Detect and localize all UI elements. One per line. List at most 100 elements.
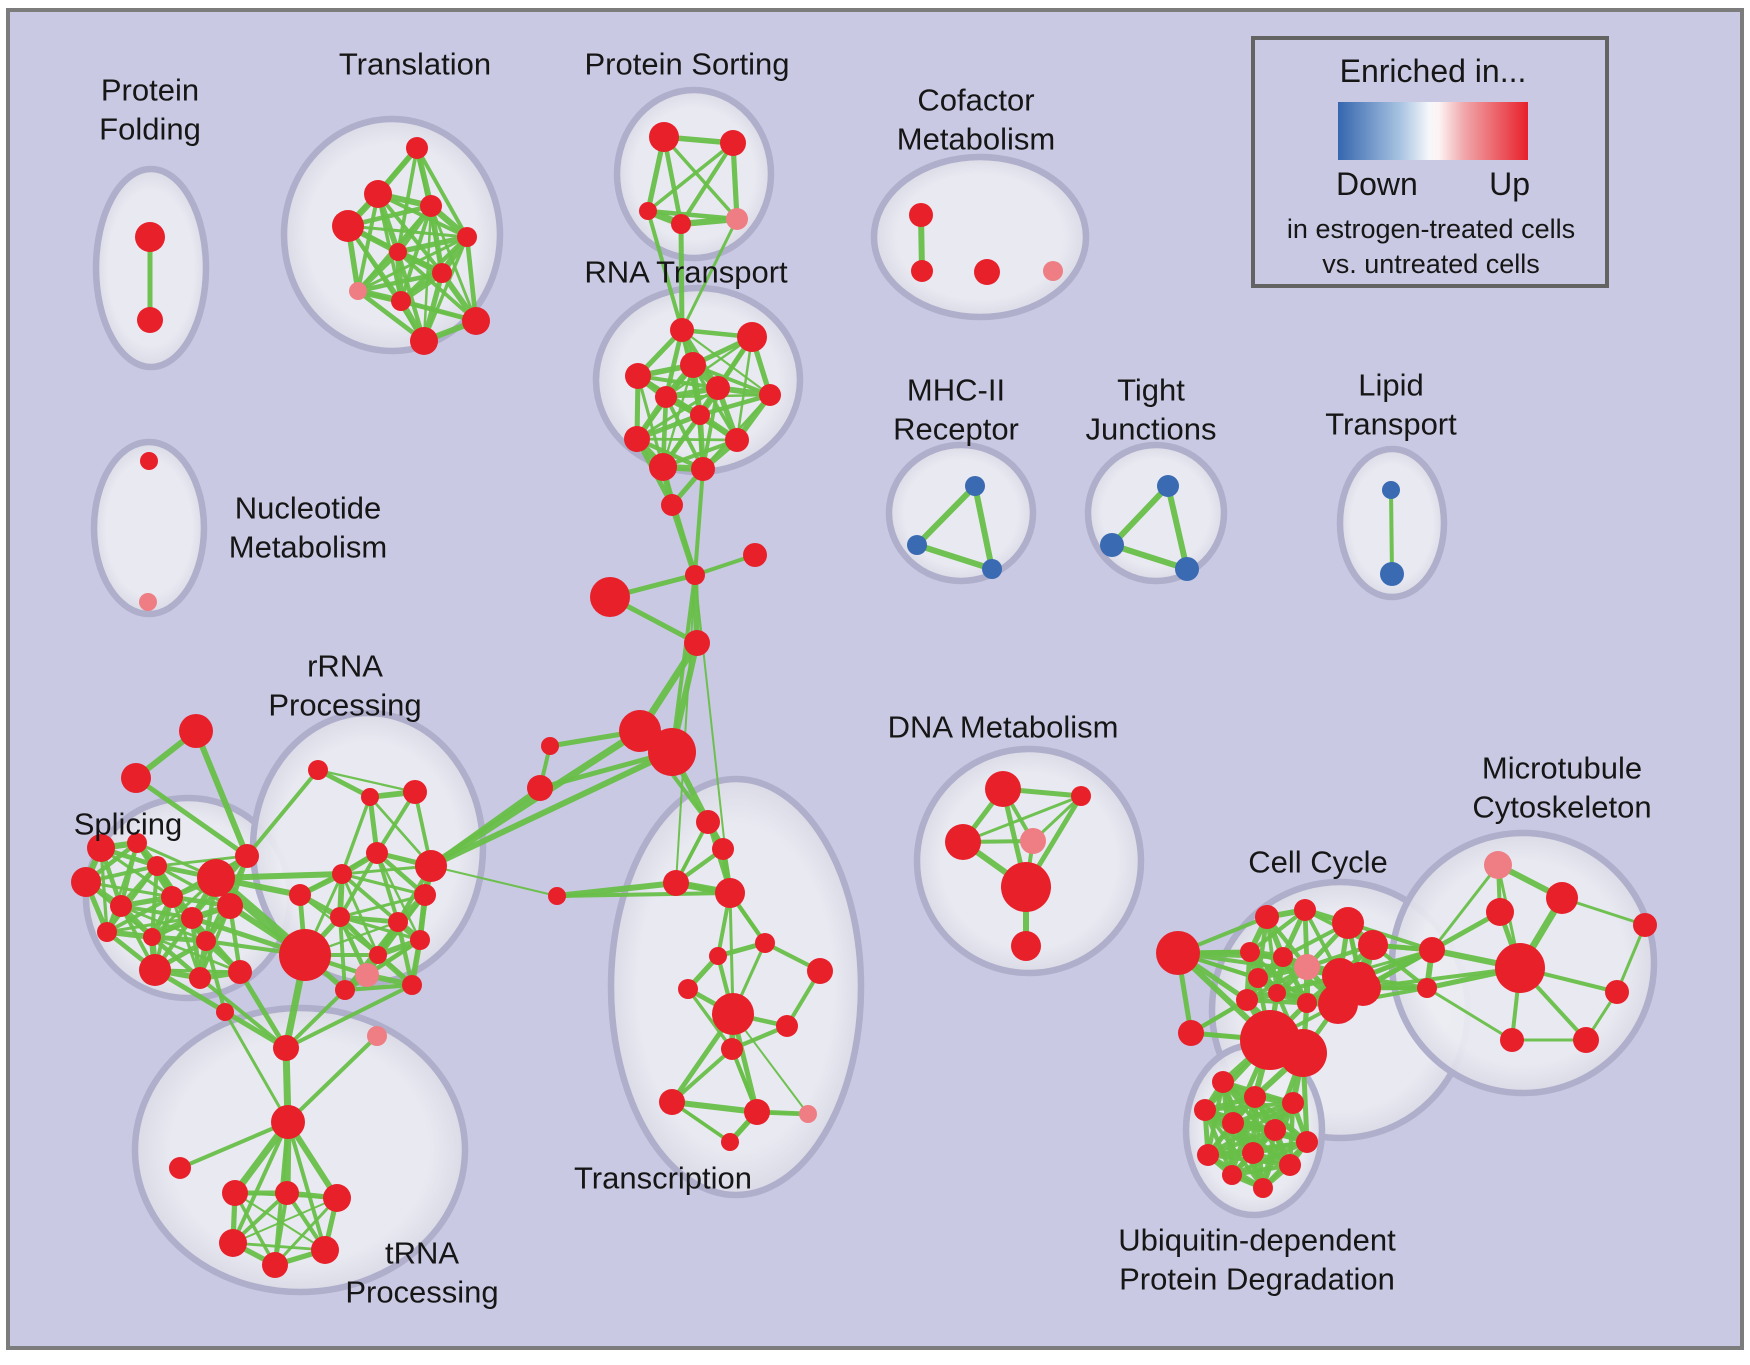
edge-tight_junctions: [1165, 483, 1190, 572]
legend-box: [1251, 36, 1609, 288]
legend-down-label: Down: [1336, 166, 1418, 202]
node-rrna-7: [355, 963, 379, 987]
cluster-label-cofactor: Metabolism: [897, 122, 1056, 157]
node-cell_cycle-5: [1358, 930, 1388, 960]
edge-rna_transport: [635, 437, 739, 442]
node-rrna-13: [289, 884, 311, 906]
edge-link: [693, 467, 705, 577]
node-connectors-11: [216, 1003, 234, 1021]
node-trna-2: [169, 1157, 191, 1179]
node-cell_cycle-19: [1419, 937, 1445, 963]
node-transcription-5: [755, 933, 775, 953]
node-transcription-11: [721, 1038, 743, 1060]
edge-transcription: [670, 1047, 734, 1104]
node-cell_cycle-8: [1294, 954, 1320, 980]
node-splicing-2: [87, 834, 115, 862]
edge-rrna: [340, 872, 380, 957]
edge-link: [678, 221, 685, 333]
cluster-ellipse-trna: [131, 1004, 469, 1296]
edge-rrna: [342, 982, 415, 993]
edge-link: [213, 871, 345, 881]
edge-trna: [231, 1120, 290, 1245]
node-protein_sorting-3: [671, 214, 691, 234]
edge-rna_transport: [661, 363, 695, 469]
edge-link: [245, 768, 320, 858]
cluster-label-rrna: rRNA: [307, 649, 383, 684]
node-ubiquitin-8: [1242, 1142, 1264, 1164]
node-splicing-1: [127, 833, 147, 853]
edge-microtubule: [1615, 923, 1647, 994]
edge-protein_sorting: [646, 141, 735, 213]
cluster-label-microtubule: Microtubule: [1482, 751, 1642, 786]
node-rrna-6: [279, 929, 331, 981]
node-rna_transport-3: [680, 352, 706, 378]
edge-rrna: [395, 919, 415, 988]
node-trna-6: [219, 1229, 247, 1257]
node-trna-4: [275, 1181, 299, 1205]
cluster-label-lipid_transport: Lipid: [1358, 368, 1424, 403]
node-splicing-12: [196, 931, 216, 951]
edge-translation: [464, 234, 479, 324]
node-translation-0: [406, 137, 428, 159]
node-protein_sorting-1: [720, 130, 746, 156]
legend-caption-line1: in estrogen-treated cells: [1287, 214, 1575, 244]
node-lipid_transport-0: [1382, 481, 1400, 499]
node-transcription-6: [709, 947, 727, 965]
edge-trna: [286, 1120, 327, 1252]
node-dna_metabolism-4: [1001, 862, 1051, 912]
edge-rna_transport: [701, 386, 720, 471]
node-connectors-2: [743, 543, 767, 567]
node-translation-4: [389, 243, 407, 261]
node-rna_transport-9: [725, 428, 749, 452]
edge-transcription: [686, 987, 734, 1051]
node-trna-9: [367, 1026, 387, 1046]
node-cell_cycle-16: [1345, 970, 1381, 1006]
node-splicing-3: [71, 867, 101, 897]
cluster-label-rrna: Processing: [268, 688, 421, 723]
node-rrna-11: [369, 946, 387, 964]
edge-mhc2: [914, 542, 995, 572]
node-tight_junctions-1: [1100, 533, 1124, 557]
edge-link: [193, 728, 250, 859]
node-translation-2: [420, 195, 442, 217]
cluster-labels: Protein Folding Translation Protein Sorting…: [74, 47, 1652, 1310]
edge-splicing: [105, 916, 194, 934]
node-rna_transport-4: [706, 376, 730, 400]
node-trna-1: [271, 1105, 305, 1139]
cluster-label-ubiquitin: Protein Degradation: [1119, 1262, 1395, 1297]
node-cell_cycle-12: [1236, 989, 1258, 1011]
node-rrna-12: [410, 930, 430, 950]
edge-link: [237, 969, 289, 1051]
edge-link: [284, 983, 414, 1050]
edge-translation: [346, 224, 469, 239]
cluster-label-nucleotide: Nucleotide: [235, 491, 381, 526]
cluster-ellipse-nucleotide: [90, 438, 208, 618]
edge-link: [1425, 986, 1514, 1042]
node-cofactor-2: [974, 259, 1000, 285]
node-cell_cycle-3: [1294, 899, 1316, 921]
edge-dna_metabolism: [961, 794, 1083, 844]
cluster-label-cofactor: Cofactor: [917, 83, 1034, 118]
node-microtubule-2: [1486, 898, 1514, 926]
edge-splicing: [99, 846, 109, 934]
node-dna_metabolism-3: [1020, 828, 1046, 854]
edge-connectors: [670, 573, 697, 754]
node-connectors-4: [684, 630, 710, 656]
node-protein_folding-1: [137, 307, 163, 333]
edge-splicing: [155, 854, 249, 868]
edge-mhc2: [914, 483, 978, 548]
edge-rna_transport: [664, 335, 754, 399]
node-rna_transport-8: [691, 457, 715, 481]
node-nucleotide-1: [139, 593, 157, 611]
edge-rrna: [338, 915, 422, 942]
node-ubiquitin-1: [1244, 1086, 1266, 1108]
node-trna-5: [323, 1184, 351, 1212]
edge-link: [680, 217, 739, 332]
cluster-label-cell_cycle: Cell Cycle: [1248, 845, 1388, 880]
node-cell_cycle-11: [1248, 968, 1268, 988]
node-splicing-15: [228, 960, 252, 984]
node-connectors-8: [527, 775, 553, 801]
node-rna_transport-6: [624, 426, 650, 452]
cluster-ellipse-cofactor: [870, 153, 1090, 321]
edge-trna: [232, 1197, 338, 1244]
